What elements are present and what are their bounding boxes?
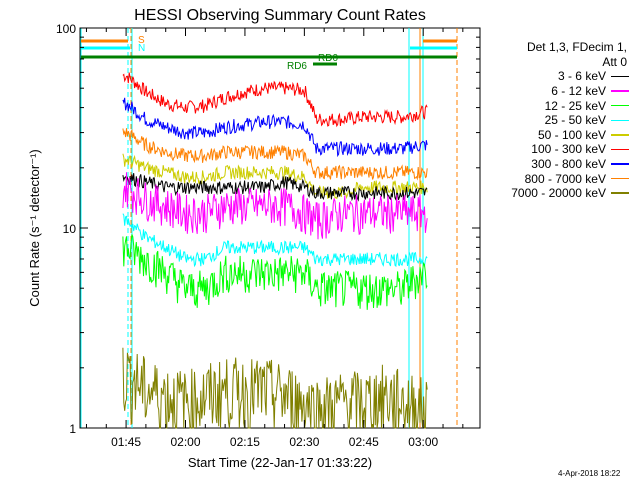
series-line-6to12keV [122, 172, 428, 240]
x-tick-label: 01:45 [111, 435, 141, 449]
footer-timestamp: 4-Apr-2018 18:22 [558, 469, 621, 478]
x-tick-label: 03:00 [408, 435, 438, 449]
legend-entries: 3 - 6 keV 6 - 12 keV 12 - 25 keV 25 - 50 ke… [493, 69, 633, 200]
annotation-rd6: RD6 [287, 61, 307, 72]
y-tick-label: 10 [63, 222, 77, 236]
legend-entry: 300 - 800 keV [493, 157, 633, 172]
chart-title: HESSI Observing Summary Count Rates [134, 7, 426, 24]
y-tick-label: 100 [56, 22, 76, 36]
legend-swatch [611, 104, 629, 107]
series-line-25to50keV [122, 213, 428, 268]
axes: 1 10 100 01:45 02:00 02:15 02:30 02:45 03:00 [56, 22, 480, 449]
x-tick-label: 02:15 [230, 435, 260, 449]
legend-swatch [611, 177, 629, 180]
legend-swatch [611, 134, 629, 136]
series-line-7000to20000keV [122, 347, 428, 429]
annotation-rd0: RD0 [318, 53, 338, 64]
series-line-12to25keV [122, 234, 428, 310]
y-axis-label: Count Rate (s⁻¹ detector⁻¹) [27, 149, 42, 307]
series-line-800to7000keV [122, 128, 428, 181]
series-line-3to6keV [122, 173, 428, 202]
legend-entry: 100 - 300 keV [493, 142, 633, 157]
legend-entry: 3 - 6 keV [493, 69, 633, 84]
legend-label: 50 - 100 keV [537, 127, 606, 142]
legend-label: 6 - 12 keV [551, 84, 606, 99]
legend-label: 800 - 7000 keV [524, 171, 606, 186]
legend-header-line2: Att 0 [602, 54, 627, 69]
legend-label: 7000 - 20000 keV [511, 186, 606, 201]
legend-swatch [611, 192, 629, 194]
legend-entry: 800 - 7000 keV [493, 171, 633, 186]
legend-swatch [611, 148, 629, 151]
x-axis-label: Start Time (22-Jan-17 01:33:22) [188, 455, 372, 470]
legend-label: 300 - 800 keV [531, 157, 606, 172]
legend-swatch [611, 119, 629, 122]
legend-entry: 12 - 25 keV [493, 98, 633, 113]
legend-entry: 50 - 100 keV [493, 128, 633, 143]
y-tick-label: 1 [69, 422, 76, 436]
legend-swatch [611, 90, 629, 92]
legend-swatch [611, 75, 629, 78]
series-group [122, 72, 428, 429]
x-tick-label: 02:45 [349, 435, 379, 449]
annotations: SN RD6 RD0 [81, 35, 457, 72]
legend-label: 12 - 25 keV [544, 98, 606, 113]
legend-swatch [611, 163, 629, 165]
series-line-50to100keV [122, 153, 428, 200]
series-line-300to800keV [122, 97, 428, 158]
legend-entry: 7000 - 20000 keV [493, 186, 633, 201]
annotation-s: S [138, 35, 145, 46]
legend-label: 25 - 50 keV [544, 113, 606, 128]
legend-header-line1: Det 1,3, FDecim 1, [526, 40, 627, 54]
legend: Det 1,3, FDecim 1, Att 0 3 - 6 keV 6 - 12… [493, 40, 633, 201]
legend-entry: 25 - 50 keV [493, 113, 633, 128]
x-tick-label: 02:30 [289, 435, 319, 449]
legend-label: 100 - 300 keV [531, 142, 606, 157]
annotation-n: N [138, 43, 145, 54]
legend-entry: 6 - 12 keV [493, 84, 633, 99]
x-tick-label: 02:00 [170, 435, 200, 449]
legend-label: 3 - 6 keV [557, 69, 606, 84]
series-line-100to300keV [122, 72, 428, 128]
